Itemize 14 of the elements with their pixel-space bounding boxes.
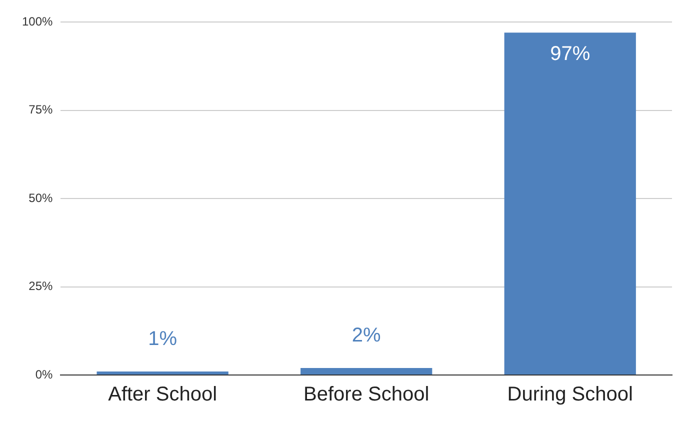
data-label: 1% [148, 328, 178, 350]
x-tick-label: Before School [304, 384, 430, 406]
bar [96, 371, 228, 374]
y-tick-label: 75% [28, 102, 54, 117]
data-label: 97% [550, 43, 590, 66]
y-tick-label: 0% [35, 367, 54, 382]
x-tick-label: During School [507, 384, 633, 406]
x-tick-label: After School [108, 384, 218, 406]
bar [504, 32, 636, 374]
y-tick-label: 100% [22, 14, 54, 28]
y-tick-label: 50% [28, 190, 54, 205]
y-tick-label: 25% [28, 279, 54, 294]
bar [300, 368, 432, 374]
data-label: 2% [352, 324, 382, 346]
